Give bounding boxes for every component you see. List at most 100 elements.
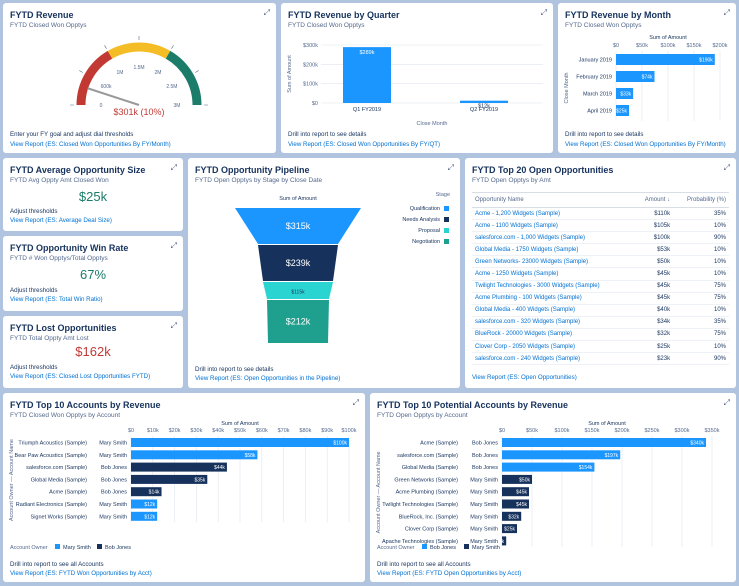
opportunity-name-link[interactable]: Global Media - 1750 Widgets (Sample) xyxy=(472,243,635,257)
gauge-band xyxy=(107,42,171,59)
column-header[interactable]: Opportunity Name xyxy=(472,192,635,208)
opportunity-name-link[interactable]: Acme - 1250 Widgets (Sample) xyxy=(472,267,635,281)
opportunity-name-link[interactable]: Acme Plumbing - 100 Widgets (Sample) xyxy=(472,292,635,305)
bar-label: $197k xyxy=(605,453,619,459)
account-label: Global Media (Sample) xyxy=(31,477,87,483)
expand-icon[interactable]: ⤢ xyxy=(170,321,177,330)
pipeline-funnel[interactable]: Sum of Amount $315k $239k $115k $212k Stage Qu… xyxy=(188,190,460,360)
card-title: FYTD Average Opportunity Size xyxy=(10,165,146,175)
expand-icon[interactable]: ⤢ xyxy=(447,163,454,172)
view-report-link[interactable]: View Report (ES: Closed Lost Opportuniti… xyxy=(10,373,151,380)
card-subtitle: FYTD Closed Won Opptys xyxy=(288,22,365,29)
month-chart[interactable]: Sum of Amount $0 $50k $100k $150k $200k $190k J… xyxy=(558,33,736,125)
bar-label: $154k xyxy=(579,465,593,471)
x-tick-label: $100k xyxy=(661,43,676,49)
card-note: Drill into report to see details xyxy=(288,131,367,138)
opportunity-name-link[interactable]: Acme - 1,200 Widgets (Sample) xyxy=(472,207,635,221)
metric-value[interactable]: $25k xyxy=(78,189,108,204)
owner-label: Mary Smith xyxy=(99,514,127,520)
card-subtitle: FYTD # Won Opptys/Total Opptys xyxy=(10,255,108,262)
bar-label: $12k xyxy=(144,514,155,520)
table-row: Clover Corp - 2050 Widgets (Sample) $25k 1… xyxy=(472,340,729,354)
opportunity-name-link[interactable]: Acme - 1100 Widgets (Sample) xyxy=(472,219,635,233)
x-tick-label: $60k xyxy=(256,428,268,434)
y-axis-title: Close Month xyxy=(564,73,570,104)
expand-icon[interactable]: ⤢ xyxy=(723,163,730,172)
expand-icon[interactable]: ⤢ xyxy=(263,8,270,17)
opportunity-name-link[interactable]: Twilight Technologies - 3000 Widgets (Sa… xyxy=(472,280,635,293)
view-report-link[interactable]: View Report (ES: Closed Won Opportunitie… xyxy=(565,141,726,148)
expand-icon[interactable]: ⤢ xyxy=(170,241,177,250)
y-tick-label: April 2019 xyxy=(587,109,612,115)
table-row: Global Media - 400 Widgets (Sample) $40k 1… xyxy=(472,304,729,317)
metric-value[interactable]: $162k xyxy=(75,344,111,359)
opportunity-name-link[interactable]: salesforce.com - 320 Widgets (Sample) xyxy=(472,316,635,329)
bar-label: $50k xyxy=(519,477,530,483)
revenue-gauge[interactable]: 0 600k 1M 1.5M 2M 2.5M 3M $301k (10%) xyxy=(3,33,276,133)
expand-icon[interactable]: ⤢ xyxy=(352,398,359,407)
view-report-link[interactable]: View Report (ES: Open Opportunities in t… xyxy=(195,375,341,382)
opportunity-name-link[interactable]: salesforce.com - 1,000 Widgets (Sample) xyxy=(472,231,635,245)
account-label: salesforce.com (Sample) xyxy=(26,465,87,471)
owner-label: Bob Jones xyxy=(472,453,498,459)
amount-cell: $25k xyxy=(634,340,674,354)
x-axis-title: Sum of Amount xyxy=(649,35,687,41)
bar-label: $12k xyxy=(478,104,490,110)
opportunity-name-link[interactable]: BlueRock - 20000 Widgets (Sample) xyxy=(472,328,635,342)
owner-label: Mary Smith xyxy=(470,527,498,533)
bar xyxy=(131,438,349,447)
account-label: Global Media (Sample) xyxy=(402,465,458,471)
expand-icon[interactable]: ⤢ xyxy=(723,8,730,17)
table-row: salesforce.com - 240 Widgets (Sample) $23… xyxy=(472,352,729,366)
expand-icon[interactable]: ⤢ xyxy=(170,163,177,172)
potential-chart[interactable]: Sum of Amount $0 $50k $100k $150k $200k $250k $… xyxy=(370,419,736,559)
x-tick-label: $20k xyxy=(169,428,181,434)
view-report-link[interactable]: View Report (ES: Open Opportunities) xyxy=(472,374,577,381)
x-tick-label: Q2 FY2019 xyxy=(470,107,498,113)
card-title: FYTD Top 20 Open Opportunities xyxy=(472,165,614,175)
legend-title: Stage xyxy=(436,192,450,198)
opportunity-name-link[interactable]: salesforce.com - 240 Widgets (Sample) xyxy=(472,352,635,366)
expand-icon[interactable]: ⤢ xyxy=(723,398,730,407)
x-tick-label: $200k xyxy=(713,43,728,49)
card-note: Enter your FY goal and adjust dial thres… xyxy=(10,131,134,138)
legend-swatch xyxy=(55,544,60,549)
expand-icon[interactable]: ⤢ xyxy=(540,8,547,17)
view-report-link[interactable]: View Report (ES: Closed Won Opportunitie… xyxy=(10,141,171,148)
view-report-link[interactable]: View Report (ES: Average Deal Size) xyxy=(10,217,112,224)
probability-cell: 75% xyxy=(673,328,729,342)
opportunity-name-link[interactable]: Global Media - 400 Widgets (Sample) xyxy=(472,304,635,317)
lost-card: FYTD Lost Opportunities FYTD Total Oppty… xyxy=(3,316,183,388)
view-report-link[interactable]: View Report (ES: Total Win Ratio) xyxy=(10,296,103,303)
bar-label: $340k xyxy=(690,441,704,447)
x-axis-title: Close Month xyxy=(417,121,448,127)
opportunity-name-link[interactable]: Green Networks- 23000 Widgets (Sample) xyxy=(472,255,635,269)
x-tick-label: Q1 FY2019 xyxy=(353,107,381,113)
opportunity-table: Opportunity Name Amount ↓ Probability (%… xyxy=(472,192,729,366)
y-tick-label: March 2019 xyxy=(583,92,612,98)
probability-cell: 10% xyxy=(673,219,729,233)
gauge-tick xyxy=(79,70,83,73)
view-report-link[interactable]: View Report (ES: FYTD Won Opportunities … xyxy=(10,570,152,577)
column-header[interactable]: Probability (%) xyxy=(673,192,729,208)
top10-chart[interactable]: Sum of Amount $0 $10k $20k $30k $40k $50k $60k $… xyxy=(3,419,365,559)
column-header-amount[interactable]: Amount ↓ xyxy=(634,192,674,208)
view-report-link[interactable]: View Report (ES: Closed Won Opportunitie… xyxy=(288,141,441,148)
amount-cell: $45k xyxy=(634,292,674,305)
x-tick-label: $150k xyxy=(687,43,702,49)
owner-label: Mary Smith xyxy=(99,441,127,447)
card-subtitle: FYTD Closed Won Opptys by Account xyxy=(10,412,121,419)
opportunity-name-link[interactable]: Clover Corp - 2050 Widgets (Sample) xyxy=(472,340,635,354)
account-label: Twilight Technologies (Sample) xyxy=(382,502,458,508)
bar xyxy=(502,438,706,447)
card-subtitle: FYTD Total Oppty Amt Lost xyxy=(10,335,89,342)
owner-label: Bob Jones xyxy=(472,465,498,471)
account-label: Triumph Acoustics (Sample) xyxy=(18,441,87,447)
card-note: Adjust thresholds xyxy=(10,208,58,215)
bar xyxy=(343,47,391,103)
metric-value[interactable]: 67% xyxy=(79,267,107,282)
arrow-down-icon: ↓ xyxy=(667,197,671,203)
x-tick-label: $40k xyxy=(212,428,224,434)
view-report-link[interactable]: View Report (ES: FYTD Open Opportunities… xyxy=(377,570,522,577)
